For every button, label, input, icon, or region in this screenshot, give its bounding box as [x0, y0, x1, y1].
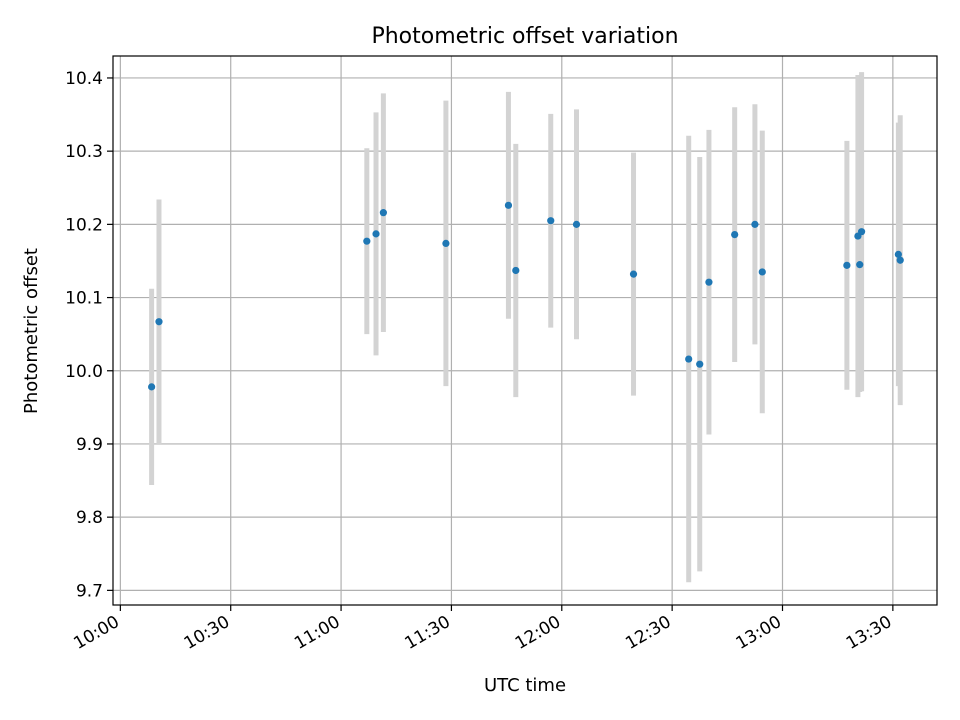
data-point: [857, 228, 866, 236]
data-point: [751, 220, 759, 228]
data-points: [148, 201, 904, 391]
data-point: [155, 318, 163, 326]
data-point: [705, 278, 713, 286]
data-point: [758, 268, 766, 276]
data-point: [685, 355, 693, 363]
chart-title: Photometric offset variation: [371, 24, 678, 49]
y-tick-label: 10.1: [65, 289, 103, 309]
x-axis-label: UTC time: [484, 675, 566, 696]
data-point: [363, 237, 371, 245]
plot-frame: [112, 55, 938, 606]
data-point: [372, 230, 380, 238]
y-axis-label: Photometric offset: [21, 248, 42, 414]
y-tick-label: 9.7: [76, 581, 103, 601]
data-point: [629, 270, 638, 278]
data-point: [696, 360, 704, 368]
data-point: [512, 266, 520, 275]
data-point: [894, 250, 902, 258]
y-axis-ticks: 9.7 9.8 9.9 10.0 10.1 10.2 10.3 10.4: [65, 69, 113, 601]
grid-lines: [113, 56, 937, 605]
y-tick-label: 10.2: [65, 215, 103, 235]
data-point: [896, 256, 904, 264]
data-point: [504, 201, 513, 209]
y-tick-label: 9.9: [76, 435, 103, 455]
data-point: [148, 383, 156, 391]
data-point: [843, 261, 851, 269]
data-point: [731, 231, 739, 239]
data-point: [442, 239, 450, 247]
y-tick-label: 9.8: [76, 508, 103, 528]
y-tick-label: 10.3: [65, 142, 103, 162]
y-tick-label: 10.0: [65, 362, 103, 382]
data-point: [547, 217, 555, 225]
y-tick-label: 10.4: [65, 69, 103, 89]
data-point: [856, 261, 864, 269]
data-point: [379, 209, 387, 217]
data-point: [572, 220, 581, 228]
